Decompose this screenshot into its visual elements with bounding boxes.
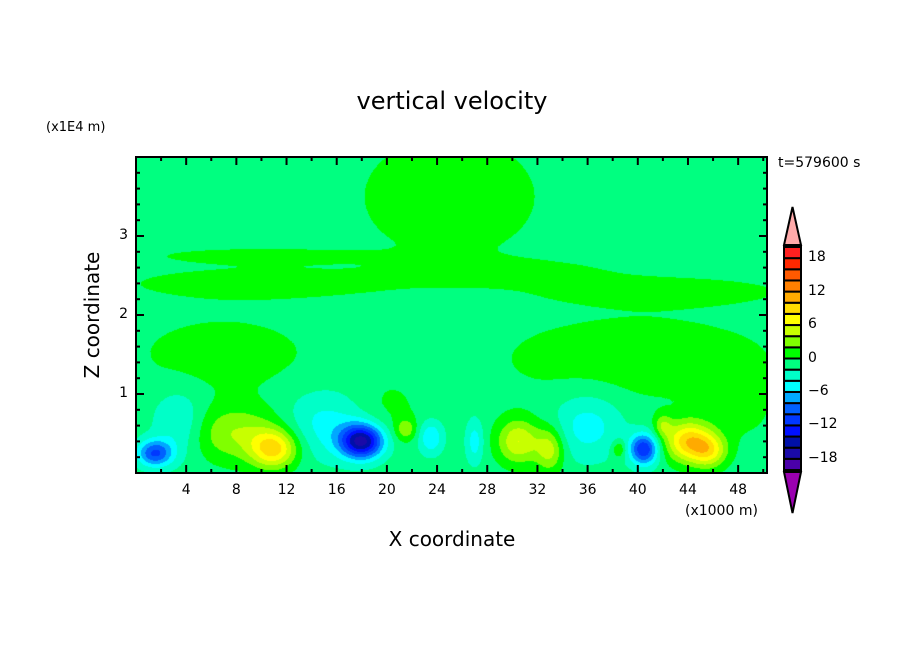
x-tick-label: 28 bbox=[478, 482, 497, 498]
colorbar-segment bbox=[783, 435, 802, 449]
colorbar-segment bbox=[783, 424, 802, 438]
x-tick-label: 4 bbox=[181, 482, 191, 498]
colorbar-tick-label: 18 bbox=[808, 249, 826, 266]
x-tick-label: 36 bbox=[578, 482, 597, 498]
colorbar-tick-label: −12 bbox=[808, 416, 838, 433]
contour-field bbox=[136, 157, 767, 473]
colorbar-segment bbox=[783, 257, 802, 271]
y-tick-label: 1 bbox=[119, 385, 128, 401]
colorbar-segment bbox=[783, 324, 802, 338]
colorbar-segment bbox=[783, 402, 802, 416]
colorbar-segment bbox=[783, 279, 802, 293]
colorbar-segment bbox=[783, 301, 802, 315]
colorbar-under-triangle bbox=[782, 471, 803, 514]
x-unit-label: (x1000 m) bbox=[685, 503, 758, 519]
x-axis-label: X coordinate bbox=[388, 527, 516, 551]
x-tick-label: 20 bbox=[377, 482, 396, 498]
x-tick-label: 16 bbox=[327, 482, 346, 498]
x-tick-label: 40 bbox=[628, 482, 647, 498]
colorbar-segment bbox=[783, 346, 802, 360]
colorbar-tick-label: 6 bbox=[808, 316, 817, 333]
plot-frame bbox=[135, 156, 768, 474]
colorbar-segment bbox=[783, 390, 802, 405]
time-label: t=579600 s bbox=[778, 155, 861, 171]
colorbar-tick-label: 0 bbox=[808, 349, 817, 366]
colorbar-tick-label: −18 bbox=[808, 449, 838, 466]
y-tick-label: 2 bbox=[119, 306, 128, 322]
x-tick-label: 24 bbox=[428, 482, 446, 498]
colorbar-segment bbox=[783, 457, 802, 472]
x-tick-label: 32 bbox=[528, 482, 547, 498]
colorbar-segment bbox=[783, 357, 802, 371]
colorbar-tick-label: −6 bbox=[808, 382, 829, 399]
colorbar-tick-label: 12 bbox=[808, 282, 826, 299]
x-tick-label: 48 bbox=[729, 482, 748, 498]
colorbar-over-triangle bbox=[782, 206, 803, 246]
y-unit-label: (x1E4 m) bbox=[46, 120, 106, 135]
colorbar-segment bbox=[783, 268, 802, 282]
colorbar-segment bbox=[783, 246, 802, 260]
x-tick-label: 44 bbox=[679, 482, 697, 498]
colorbar-segment bbox=[783, 446, 802, 460]
y-tick-label: 3 bbox=[119, 227, 128, 243]
colorbar-segment bbox=[783, 335, 802, 349]
colorbar-segment bbox=[783, 290, 802, 304]
x-tick-label: 8 bbox=[231, 482, 241, 498]
chart-title: vertical velocity bbox=[356, 87, 548, 115]
colorbar-segment bbox=[783, 368, 802, 382]
colorbar-segment bbox=[783, 379, 802, 393]
colorbar-segment bbox=[783, 413, 802, 427]
colorbar-segment bbox=[783, 312, 802, 327]
x-tick-label: 12 bbox=[277, 482, 296, 498]
